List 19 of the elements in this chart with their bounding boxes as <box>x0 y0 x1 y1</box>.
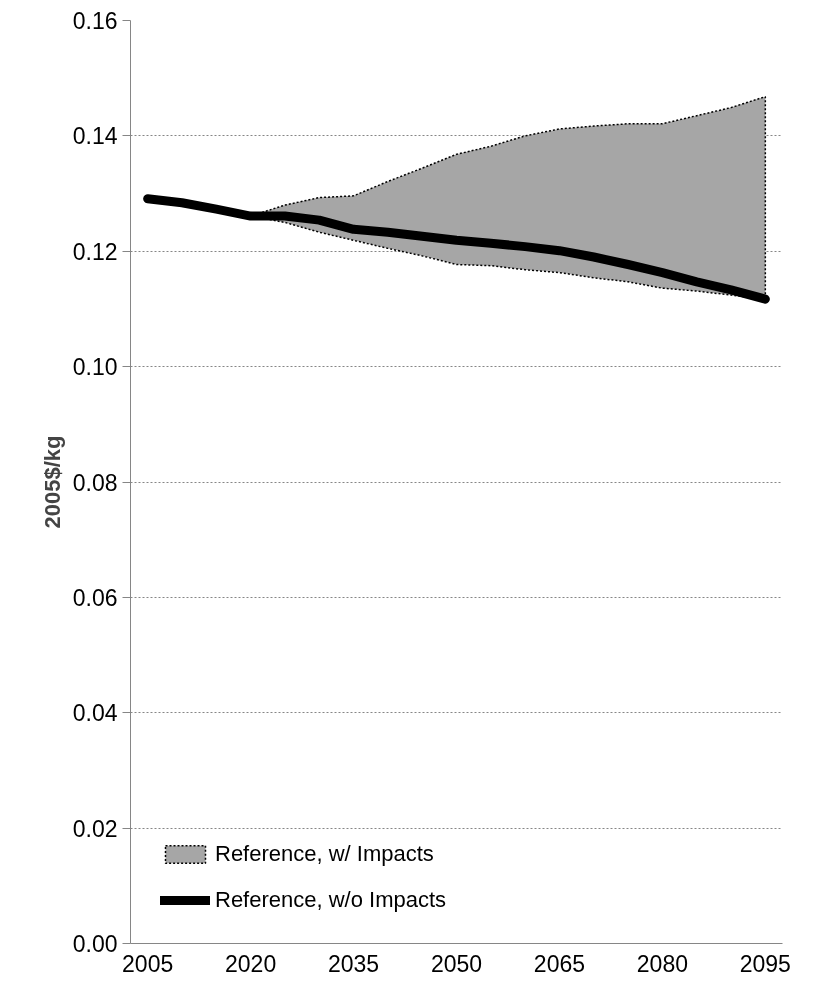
y-tick-label: 0.08 <box>72 469 118 496</box>
legend-label: Reference, w/ Impacts <box>215 841 434 867</box>
x-tick-label: 2020 <box>225 950 277 977</box>
x-tick-label: 2080 <box>636 950 688 977</box>
x-tick-label: 2035 <box>327 950 380 977</box>
legend-label: Reference, w/o Impacts <box>215 887 447 913</box>
y-axis-title: 2005$/kg <box>39 435 65 529</box>
y-tick-label: 0.16 <box>72 8 118 34</box>
x-tick-label: 2050 <box>430 950 483 977</box>
y-tick-label: 0.00 <box>72 931 118 957</box>
x-tick-label: 2005 <box>122 950 174 977</box>
y-tick-label: 0.02 <box>72 815 118 842</box>
y-tick-label: 0.12 <box>72 238 118 265</box>
y-tick-label: 0.04 <box>72 700 118 727</box>
x-tick-label: 2095 <box>739 950 791 977</box>
y-tick-label: 0.14 <box>72 123 118 150</box>
x-tick-label: 2065 <box>533 950 586 977</box>
y-tick-label: 0.06 <box>72 584 118 611</box>
y-tick-label: 0.10 <box>72 354 118 381</box>
